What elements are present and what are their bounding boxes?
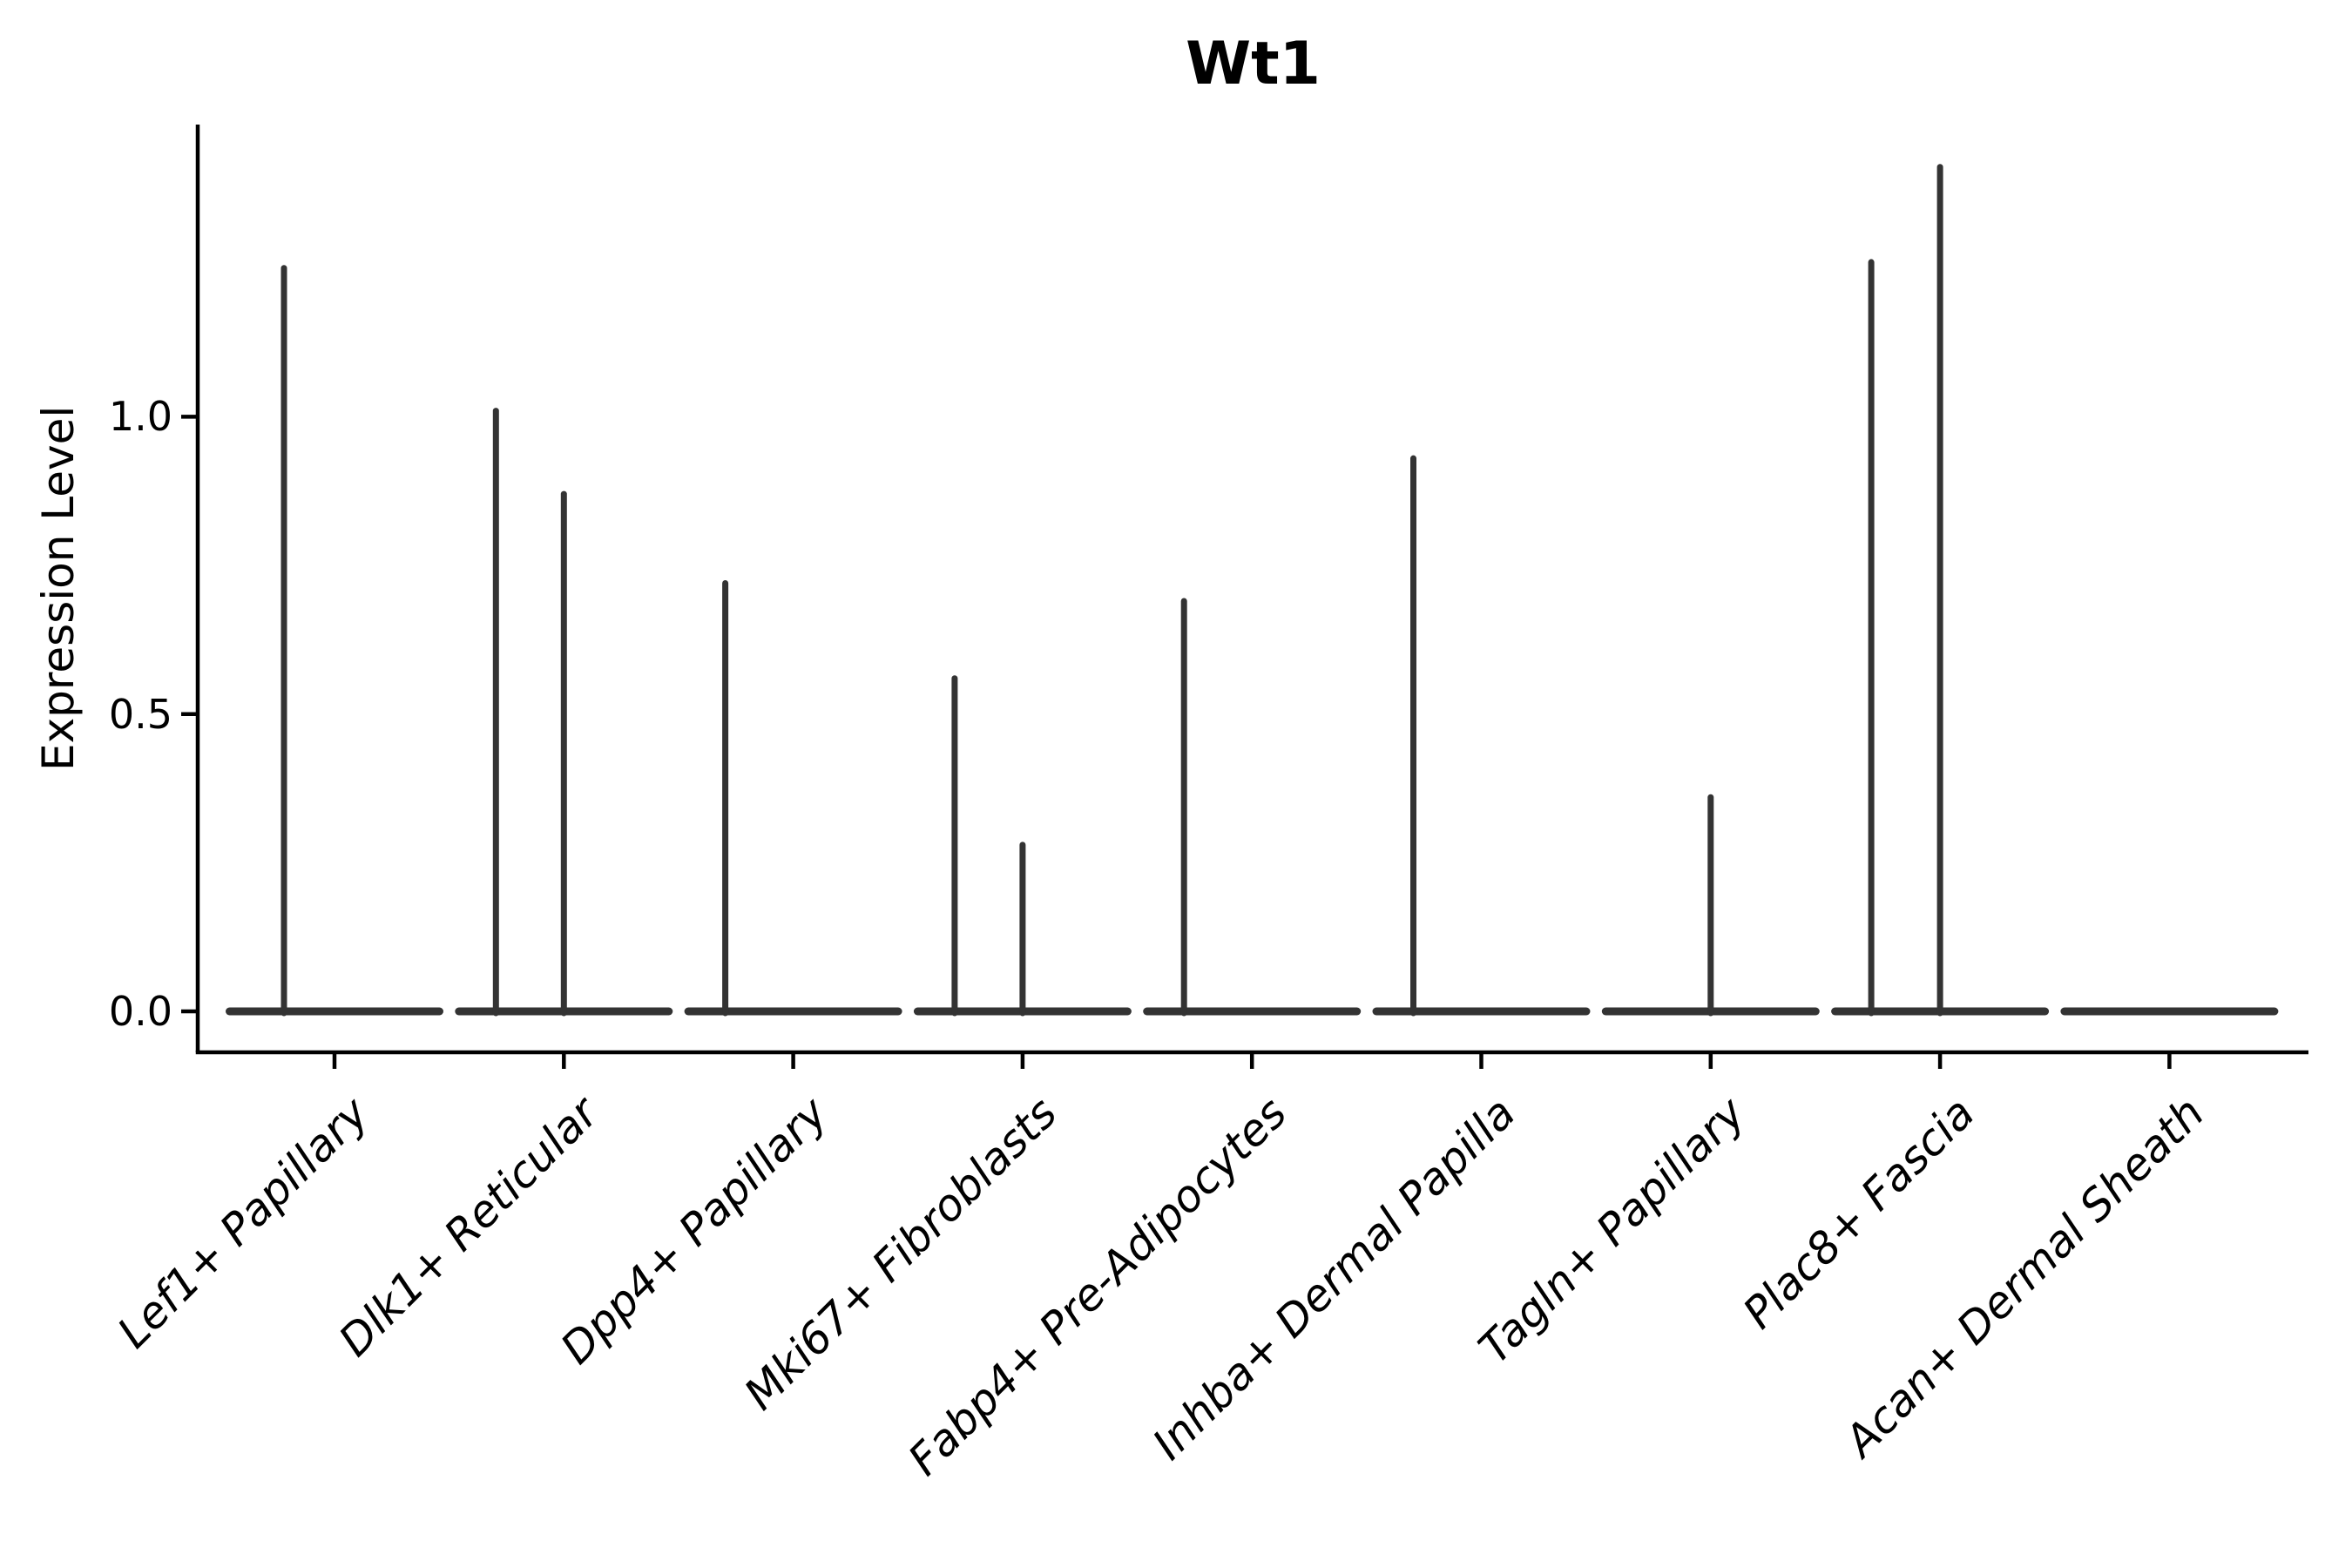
y-tick-label: 0.5 — [108, 690, 172, 738]
chart-title: Wt1 — [1186, 30, 1321, 98]
y-axis-label: Expression Level — [33, 405, 84, 771]
y-tick-label: 1.0 — [108, 393, 172, 441]
y-tick-label: 0.0 — [108, 988, 172, 1035]
